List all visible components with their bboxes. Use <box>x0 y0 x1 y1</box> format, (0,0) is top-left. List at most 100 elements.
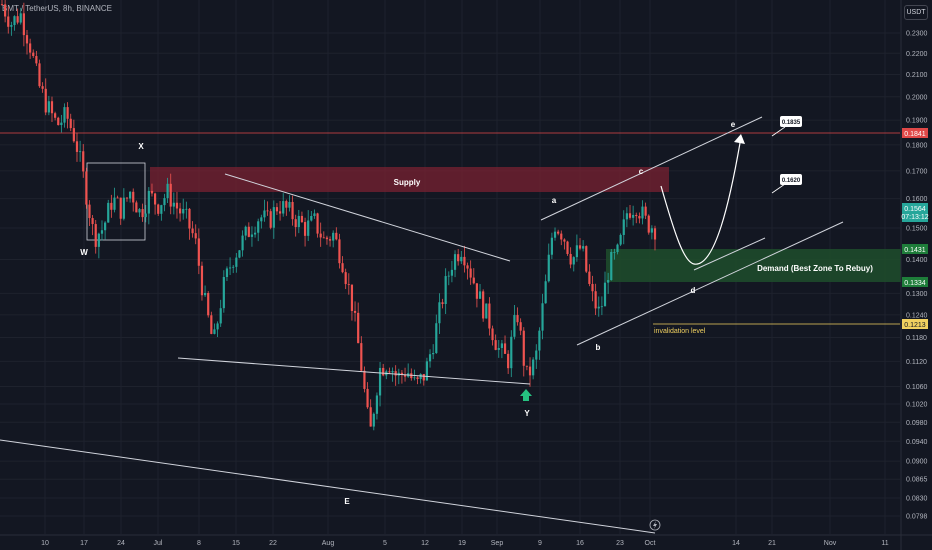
candle <box>560 230 563 246</box>
demand-top-price-tag: 0.1431 <box>902 244 928 254</box>
candle <box>644 202 647 220</box>
candle <box>607 272 610 294</box>
candle <box>122 188 125 221</box>
x-tick-label: Aug <box>322 540 335 547</box>
currency-badge[interactable]: USDT <box>904 5 928 20</box>
candle <box>372 412 375 431</box>
candle <box>69 113 72 132</box>
candle <box>307 210 310 242</box>
candle <box>7 6 10 34</box>
candle <box>407 363 410 378</box>
wave-label-x: X <box>138 142 144 151</box>
y-tick-label: 0.2100 <box>906 72 928 79</box>
candle <box>150 183 154 197</box>
y-tick-label: 0.1300 <box>906 291 928 298</box>
y-tick-label: 0.1060 <box>906 384 928 391</box>
x-tick-label: 16 <box>576 540 584 547</box>
candle <box>235 253 238 273</box>
x-tick-label: 14 <box>732 540 740 547</box>
candle <box>463 245 466 273</box>
supply-zone-label: Supply <box>394 178 421 187</box>
y-tick-label: 0.1500 <box>906 226 928 233</box>
candle <box>428 349 432 368</box>
candle <box>38 59 41 88</box>
candle <box>385 369 388 380</box>
svg-text:0.1213: 0.1213 <box>904 322 926 329</box>
candle <box>222 270 225 313</box>
candle <box>0 0 4 6</box>
candle <box>260 214 263 229</box>
x-tick-label: 21 <box>768 540 776 547</box>
candle <box>600 296 603 316</box>
upper-descending-trendline <box>224 173 511 262</box>
candle <box>300 211 304 224</box>
candle <box>497 340 500 358</box>
x-tick-label: 12 <box>421 540 429 547</box>
y-tick-label: 0.2200 <box>906 51 928 58</box>
x-tick-label: 19 <box>458 540 466 547</box>
x-tick-label: 15 <box>232 540 240 547</box>
candle <box>191 221 194 238</box>
candle <box>519 318 522 336</box>
candle <box>297 209 300 234</box>
candle <box>160 204 163 221</box>
candle <box>638 212 641 224</box>
candle <box>416 376 419 385</box>
candle <box>175 191 179 219</box>
candle <box>419 373 422 384</box>
candle <box>469 260 472 285</box>
candle <box>153 192 157 215</box>
wedge-lower-line <box>576 221 844 346</box>
candle <box>382 363 385 377</box>
candle <box>225 266 229 281</box>
candle <box>60 114 63 133</box>
candle <box>488 297 491 336</box>
candle <box>285 199 288 216</box>
x-tick-label: 11 <box>881 540 888 547</box>
candle <box>507 350 510 374</box>
wave-label-e-low: E <box>344 497 350 506</box>
candle <box>32 49 35 58</box>
y-tick-label: 0.0798 <box>906 514 928 521</box>
candle <box>585 245 588 274</box>
x-tick-label: 22 <box>269 540 277 547</box>
candle <box>510 330 513 378</box>
candle <box>35 50 38 67</box>
candle <box>375 392 379 420</box>
candle <box>522 327 525 377</box>
candle <box>182 198 185 220</box>
candle <box>100 220 104 241</box>
candle <box>516 307 519 326</box>
lightning-icon[interactable] <box>649 519 661 531</box>
candle <box>57 116 60 126</box>
candle <box>628 204 632 220</box>
candle <box>116 195 119 199</box>
y-tick-label: 0.1400 <box>906 257 928 264</box>
candle <box>107 199 110 223</box>
candle <box>141 203 144 222</box>
candle <box>503 335 507 355</box>
candle <box>532 357 535 380</box>
y-tick-label: 0.2000 <box>906 94 928 101</box>
candle <box>10 21 13 36</box>
candle <box>166 177 169 203</box>
callout-target-2: 0.1620 <box>771 174 802 194</box>
candle <box>97 232 100 259</box>
x-tick-label: Nov <box>824 540 837 547</box>
candle <box>319 222 322 247</box>
candle <box>25 30 29 55</box>
svg-text:0.1564: 0.1564 <box>904 206 926 213</box>
candle <box>91 215 94 236</box>
candle <box>322 231 325 239</box>
candle <box>475 283 479 308</box>
candle <box>266 201 269 216</box>
candle <box>438 293 441 334</box>
candle <box>641 200 644 225</box>
x-tick-label: 8 <box>197 540 201 547</box>
wave-label-b: b <box>596 343 601 352</box>
candle <box>591 275 594 302</box>
wave-label-y: Y <box>524 409 530 418</box>
candle <box>75 132 79 162</box>
candle <box>135 200 138 213</box>
